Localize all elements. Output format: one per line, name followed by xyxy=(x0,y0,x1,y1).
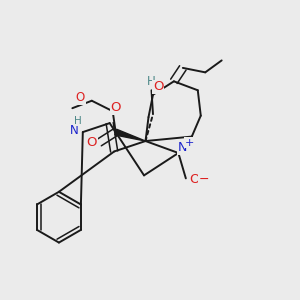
Text: O: O xyxy=(86,136,97,149)
Polygon shape xyxy=(115,129,146,141)
Text: N: N xyxy=(177,141,187,154)
Text: O: O xyxy=(76,91,85,104)
Text: O: O xyxy=(110,101,121,114)
Text: −: − xyxy=(199,173,209,186)
Text: H: H xyxy=(74,116,82,126)
Text: O: O xyxy=(190,173,200,186)
Text: +: + xyxy=(185,137,194,148)
Text: N: N xyxy=(70,124,78,137)
Text: H: H xyxy=(147,75,156,88)
Text: O: O xyxy=(153,80,163,93)
